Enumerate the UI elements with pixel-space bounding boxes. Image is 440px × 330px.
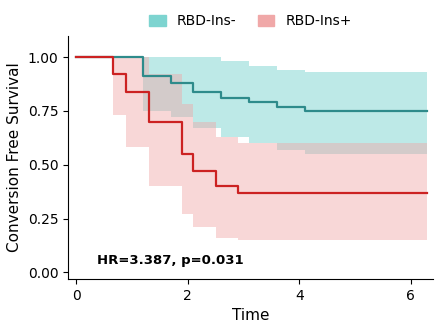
Text: HR=3.387, p=0.031: HR=3.387, p=0.031: [97, 254, 244, 267]
RBD-Ins+: [213, 184, 218, 188]
RBD-Ins+: [146, 120, 151, 124]
RBD-Ins-: [140, 75, 146, 79]
RBD-Ins+: [235, 191, 241, 195]
Y-axis label: Conversion Free Survival: Conversion Free Survival: [7, 62, 22, 252]
RBD-Ins-: [219, 96, 224, 100]
RBD-Ins+: [425, 191, 430, 195]
X-axis label: Time: Time: [232, 308, 269, 323]
Line: RBD-Ins-: RBD-Ins-: [76, 57, 428, 111]
RBD-Ins-: [275, 105, 280, 109]
RBD-Ins-: [73, 55, 79, 59]
RBD-Ins+: [180, 152, 185, 156]
RBD-Ins-: [124, 55, 129, 59]
Line: RBD-Ins+: RBD-Ins+: [76, 57, 428, 193]
RBD-Ins+: [73, 55, 79, 59]
RBD-Ins-: [169, 81, 174, 85]
RBD-Ins+: [110, 72, 115, 76]
Legend: RBD-Ins-, RBD-Ins+: RBD-Ins-, RBD-Ins+: [144, 9, 357, 34]
RBD-Ins-: [246, 100, 252, 104]
RBD-Ins-: [191, 89, 196, 93]
RBD-Ins+: [124, 89, 129, 93]
RBD-Ins-: [302, 109, 308, 113]
RBD-Ins+: [191, 169, 196, 173]
RBD-Ins-: [425, 109, 430, 113]
